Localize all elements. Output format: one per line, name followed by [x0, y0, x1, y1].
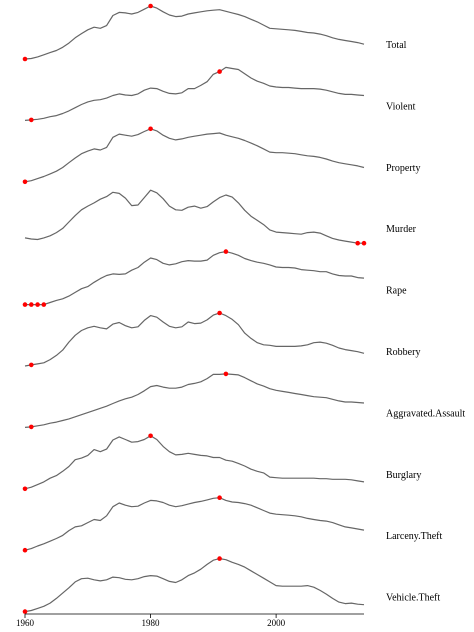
extreme-point-vehicle-theft-1960	[22, 609, 28, 614]
series-line-aggravated-assault	[24, 373, 365, 428]
panel-property: Property	[22, 126, 420, 185]
extreme-point-rape-1960	[22, 302, 28, 307]
series-label-burglary: Burglary	[386, 470, 421, 481]
series-label-larceny-theft: Larceny.Theft	[386, 531, 442, 542]
extreme-point-property-1980	[148, 126, 153, 132]
extreme-point-aggravated-assault-1961	[29, 424, 34, 430]
series-line-burglary	[24, 435, 365, 490]
extreme-point-robbery-1991	[217, 310, 222, 316]
extreme-point-larceny-theft-1960	[22, 547, 28, 553]
extreme-point-rape-1963	[41, 302, 47, 307]
extreme-point-aggravated-assault-1992	[223, 371, 229, 377]
series-line-vehicle-theft	[24, 558, 365, 613]
series-line-property	[24, 128, 365, 183]
extreme-point-total-1960	[22, 56, 28, 62]
extreme-point-robbery-1961	[29, 362, 34, 368]
panel-robbery: Robbery	[24, 310, 420, 368]
extreme-point-burglary-1980	[148, 433, 153, 439]
extreme-point-larceny-theft-1991	[217, 495, 222, 501]
series-label-robbery: Robbery	[386, 347, 420, 358]
series-label-murder: Murder	[386, 224, 417, 235]
series-line-violent	[24, 66, 365, 121]
extreme-point-vehicle-theft-1991	[217, 556, 222, 561]
extreme-point-property-1960	[22, 179, 28, 185]
panel-violent: Violent	[24, 66, 416, 123]
series-label-vehicle-theft: Vehicle.Theft	[386, 593, 440, 604]
extreme-point-violent-1991	[217, 69, 222, 74]
series-label-rape: Rape	[386, 286, 407, 297]
x-tick-label-1980: 1980	[142, 618, 161, 628]
series-label-aggravated-assault: Aggravated.Assault	[386, 408, 465, 419]
panel-rape: Rape	[22, 249, 407, 307]
panels: Total Violent Property Murder Rape Robbery Agg…	[22, 3, 465, 614]
panel-murder: Murder	[24, 189, 417, 246]
extreme-point-murder-2014	[361, 240, 367, 246]
panel-burglary: Burglary	[22, 433, 421, 492]
x-axis: 1960 1980 2000	[16, 613, 364, 628]
series-label-total: Total	[386, 40, 407, 51]
panel-larceny-theft: Larceny.Theft	[22, 495, 442, 553]
series-line-larceny-theft	[24, 497, 365, 551]
extreme-point-total-1980	[148, 3, 153, 9]
extreme-point-murder-2013	[355, 240, 361, 246]
extreme-point-violent-1961	[29, 117, 34, 123]
panel-vehicle-theft: Vehicle.Theft	[22, 556, 440, 614]
series-label-property: Property	[386, 163, 420, 174]
x-ticks: 1960 1980 2000	[16, 614, 286, 628]
panel-aggravated-assault: Aggravated.Assault	[24, 371, 465, 430]
extreme-point-rape-1962	[35, 302, 40, 307]
extreme-point-rape-1961	[29, 302, 34, 307]
panel-total: Total	[22, 3, 407, 62]
series-line-murder	[24, 189, 364, 244]
series-label-violent: Violent	[386, 101, 416, 112]
extreme-point-rape-1992	[223, 249, 229, 254]
series-line-robbery	[24, 312, 365, 367]
series-line-total	[24, 5, 365, 60]
series-line-rape	[25, 251, 365, 306]
x-tick-label-2000: 2000	[267, 618, 286, 628]
extreme-point-burglary-1960	[22, 486, 28, 492]
x-tick-label-1960: 1960	[16, 618, 35, 628]
